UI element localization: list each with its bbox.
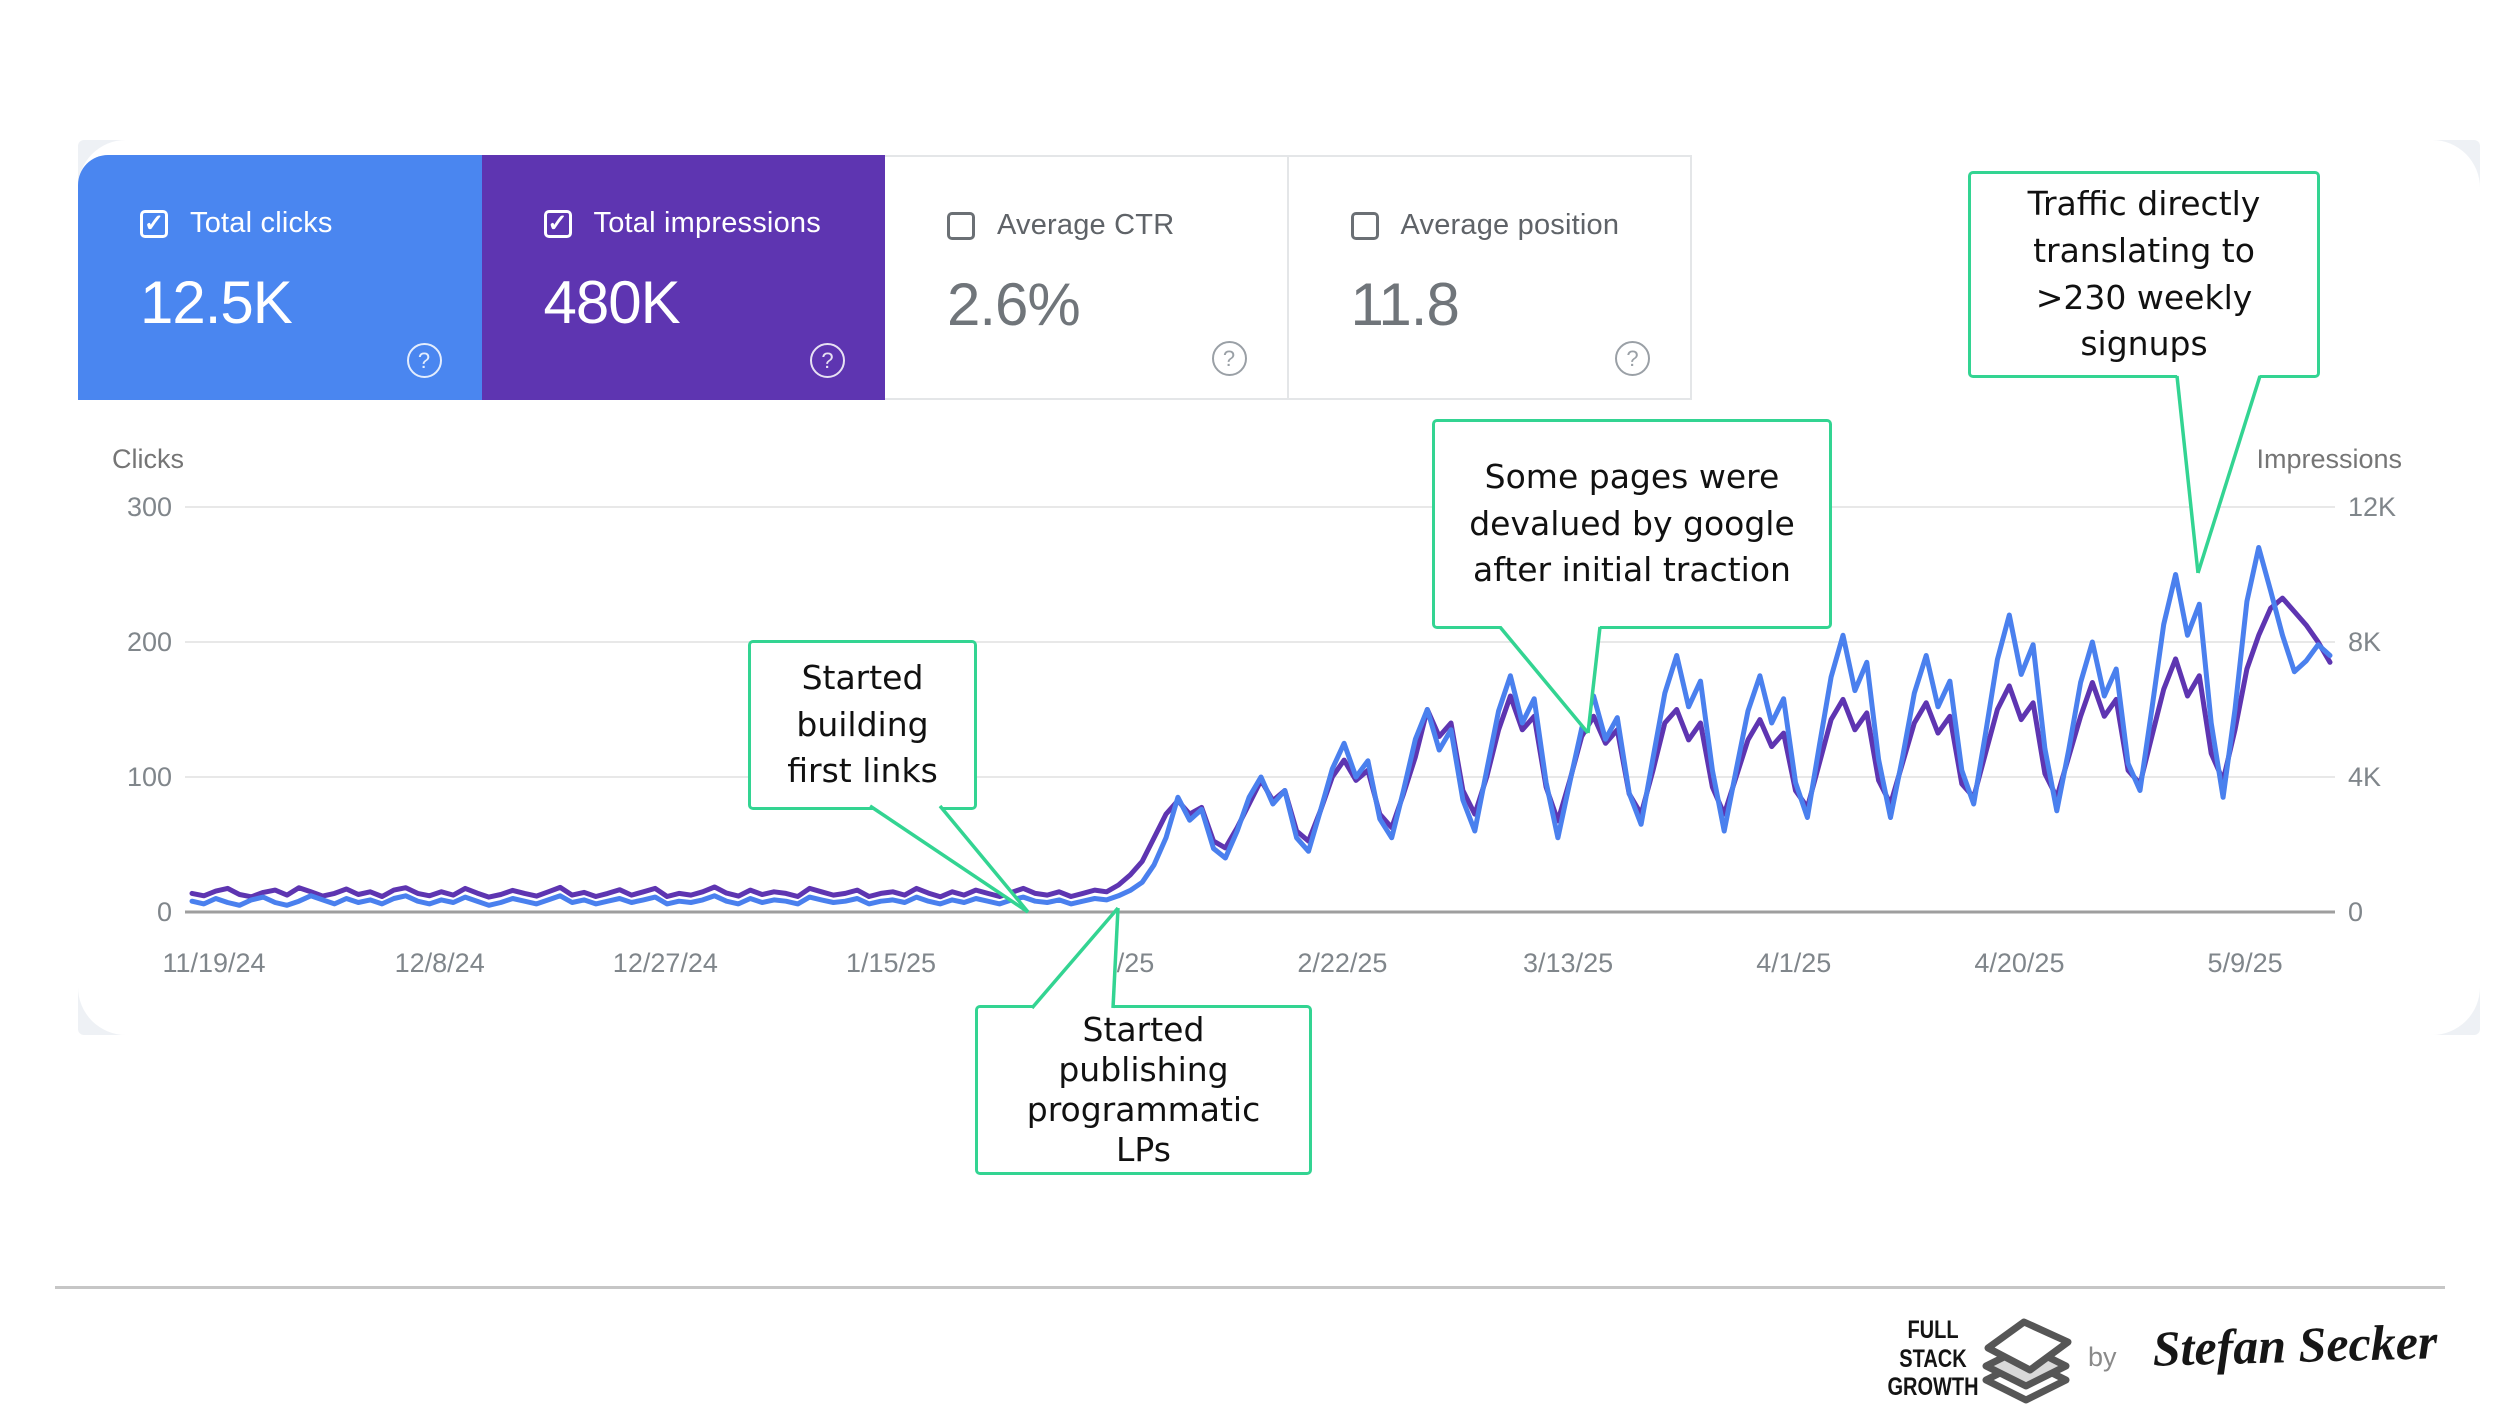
card-value: 2.6% <box>947 271 1081 338</box>
annotation-text: Traffic directly translating to >230 wee… <box>2027 183 2261 364</box>
by-label: by <box>2088 1342 2117 1372</box>
svg-text:Clicks: Clicks <box>112 444 184 474</box>
annotation-pages-devalued: Some pages were devalued by google after… <box>1432 419 1832 629</box>
annotation-text: Started building first links <box>787 657 938 791</box>
card-average-position[interactable]: Average position 11.8 ? <box>1288 155 1692 400</box>
svg-text:0: 0 <box>2348 897 2363 927</box>
card-label: Average CTR <box>997 209 1175 241</box>
card-total-clicks[interactable]: ✓ Total clicks 12.5K ? <box>78 155 482 400</box>
metric-cards-row: ✓ Total clicks 12.5K ? ✓ Total impressio… <box>78 155 1692 400</box>
help-icon[interactable]: ? <box>1211 341 1247 376</box>
checkbox-checked-icon[interactable]: ✓ <box>140 209 168 238</box>
svg-text:5/9/25: 5/9/25 <box>2208 948 2283 978</box>
svg-text:11/19/24: 11/19/24 <box>162 948 265 978</box>
brand-line: GROWTH <box>1887 1373 1979 1401</box>
checkbox-unchecked-icon[interactable] <box>947 211 975 240</box>
svg-text:4/20/25: 4/20/25 <box>1974 948 2064 978</box>
svg-text:100: 100 <box>127 762 172 792</box>
annotation-started-publishing-lps: Started publishing programmatic LPs <box>975 1005 1312 1175</box>
svg-text:4K: 4K <box>2348 762 2381 792</box>
footer-divider <box>55 1286 2445 1289</box>
card-label: Total impressions <box>593 207 821 239</box>
brand-line: STACK <box>1899 1344 1967 1373</box>
svg-text:2/22/25: 2/22/25 <box>1297 948 1387 978</box>
svg-text:12K: 12K <box>2348 492 2396 522</box>
help-icon[interactable]: ? <box>406 343 442 378</box>
card-value: 480K <box>543 269 681 336</box>
card-value: 12.5K <box>140 269 293 336</box>
author-signature: Stefan Secker <box>2151 1313 2439 1377</box>
card-average-ctr[interactable]: Average CTR 2.6% ? <box>885 155 1289 400</box>
annotation-text: Some pages were devalued by google after… <box>1469 456 1795 590</box>
brand-line: FULL <box>1907 1316 1959 1344</box>
card-label: Average position <box>1400 209 1620 241</box>
svg-text:8K: 8K <box>2348 627 2381 657</box>
card-total-impressions[interactable]: ✓ Total impressions 480K ? <box>481 155 885 400</box>
svg-text:12/8/24: 12/8/24 <box>395 948 485 978</box>
checkbox-unchecked-icon[interactable] <box>1350 211 1379 240</box>
svg-text:300: 300 <box>127 492 172 522</box>
svg-text:4/1/25: 4/1/25 <box>1756 948 1831 978</box>
layers-stack-icon <box>1982 1318 2072 1404</box>
svg-text:2/3/25: 2/3/25 <box>1079 948 1154 978</box>
card-value: 11.8 <box>1350 271 1460 338</box>
svg-text:0: 0 <box>157 897 172 927</box>
help-icon[interactable]: ? <box>1615 341 1650 376</box>
annotation-weekly-signups: Traffic directly translating to >230 wee… <box>1968 171 2320 378</box>
annotation-started-building-links: Started building first links <box>748 640 977 810</box>
clicks-line <box>189 545 2333 908</box>
svg-text:200: 200 <box>127 627 172 657</box>
help-icon[interactable]: ? <box>810 343 845 378</box>
svg-text:3/13/25: 3/13/25 <box>1523 948 1613 978</box>
svg-text:12/27/24: 12/27/24 <box>613 948 718 978</box>
svg-text:1/15/25: 1/15/25 <box>846 948 936 978</box>
card-label: Total clicks <box>190 207 333 239</box>
annotation-text: Started publishing programmatic LPs <box>1026 1009 1261 1170</box>
svg-text:Impressions: Impressions <box>2256 444 2402 474</box>
checkbox-checked-icon[interactable]: ✓ <box>543 209 572 238</box>
brand-wordmark: FULL STACK GROWTH <box>1881 1316 1985 1402</box>
